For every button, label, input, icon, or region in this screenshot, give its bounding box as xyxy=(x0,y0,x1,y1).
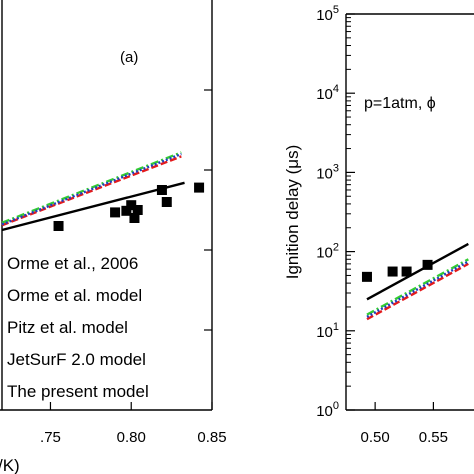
series-line xyxy=(1,152,182,226)
x-axis-label-fragment: /K) xyxy=(0,456,20,474)
legend: Orme et al., 2006 Orme et al. model Pitz e… xyxy=(7,254,149,401)
legend-entry: JetSurF 2.0 model xyxy=(7,350,146,369)
right-y-tick-label: 104 xyxy=(316,83,339,103)
series-line xyxy=(366,258,469,316)
right-y-tick-label: 101 xyxy=(316,321,339,341)
data-point-marker xyxy=(132,205,143,215)
data-point-marker xyxy=(161,197,172,207)
y-axis-label: Ignition delay (μs) xyxy=(283,145,302,280)
right-y-tick-label: 100 xyxy=(316,400,339,420)
legend-entry: Orme et al. model xyxy=(7,286,142,305)
data-point-marker xyxy=(110,207,121,218)
data-point-marker xyxy=(156,185,167,195)
data-point-marker xyxy=(194,182,205,193)
data-point-marker xyxy=(53,221,64,231)
right-chart-panel: 100 101 102 103 104 105 0.50 0.55 p=1atm, ϕ Ign… xyxy=(283,4,474,446)
legend-entry: The present model xyxy=(7,382,149,401)
data-point-marker xyxy=(387,266,398,277)
series-line xyxy=(366,260,469,318)
series-line xyxy=(1,181,185,232)
panel-label: (a) xyxy=(120,49,138,66)
left-x-tick-label: .75 xyxy=(40,429,61,446)
right-y-tick-label: 105 xyxy=(316,4,339,24)
data-point-marker xyxy=(361,271,372,282)
legend-entry: Orme et al., 2006 xyxy=(7,254,138,273)
data-point-marker xyxy=(401,266,412,277)
series-line xyxy=(366,242,469,301)
right-y-tick-label: 103 xyxy=(316,162,339,182)
legend-entry: Pitz et al. model xyxy=(7,318,128,337)
data-point-marker xyxy=(126,200,137,211)
data-point-marker xyxy=(129,213,140,223)
series-line xyxy=(1,155,182,227)
left-x-tick-label: 0.85 xyxy=(197,429,226,446)
right-x-tick-label: 0.50 xyxy=(361,429,390,446)
right-y-tick-label: 102 xyxy=(316,242,339,262)
left-x-tick-label: 0.80 xyxy=(117,429,146,446)
condition-annotation: p=1atm, ϕ xyxy=(364,95,436,112)
series-line xyxy=(1,151,182,224)
series-line xyxy=(366,262,469,321)
right-x-tick-label: 0.55 xyxy=(419,429,448,446)
data-point-marker xyxy=(121,205,132,216)
